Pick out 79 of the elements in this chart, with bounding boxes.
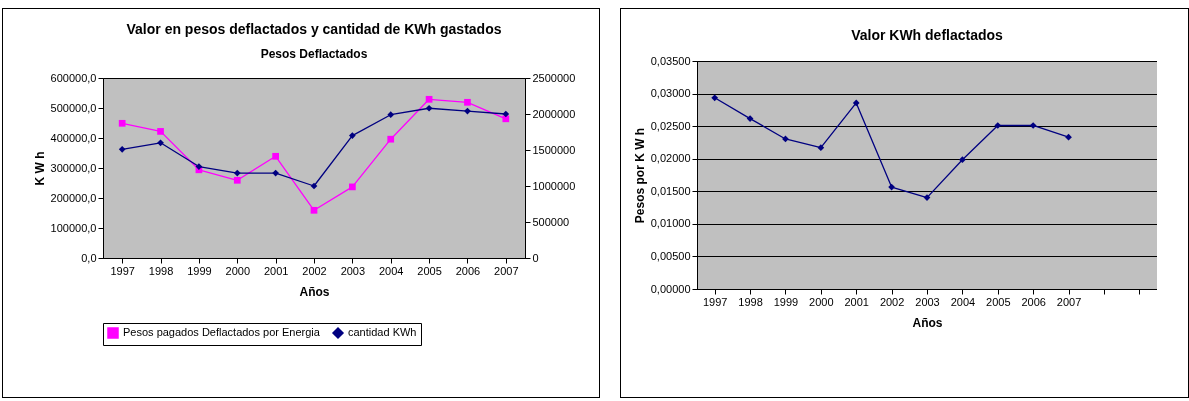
point bbox=[310, 182, 318, 190]
x-tick-label: 2002 bbox=[879, 295, 905, 308]
y2-tick-label: 0 bbox=[532, 251, 539, 264]
point bbox=[349, 183, 356, 191]
x-tick-label: 2002 bbox=[302, 264, 327, 277]
x-tick-label: 2004 bbox=[378, 264, 404, 277]
y2-tick-label: 1500000 bbox=[532, 143, 576, 156]
point bbox=[349, 132, 356, 139]
point bbox=[425, 95, 433, 103]
y-tick-label: 0,02000 bbox=[650, 152, 691, 165]
legend-label: cantidad KWh bbox=[348, 326, 417, 338]
y2-tick-label: 1000000 bbox=[532, 179, 576, 192]
y-tick-label: 0,01500 bbox=[650, 184, 691, 197]
x-tick-label: 1998 bbox=[148, 264, 174, 277]
point bbox=[425, 104, 433, 112]
y-tick-label: 0,02500 bbox=[650, 119, 691, 132]
point bbox=[272, 169, 279, 177]
y-tick-label: 500000,0 bbox=[50, 101, 97, 114]
x-tick-label: 1997 bbox=[110, 264, 135, 277]
point bbox=[310, 206, 318, 214]
x-tick-label: 2006 bbox=[1021, 295, 1046, 308]
y-tick-label: 0,03500 bbox=[650, 54, 691, 67]
point bbox=[746, 115, 754, 122]
y-tick-label: 0,01000 bbox=[650, 217, 691, 230]
legend-label: Pesos pagados Deflactados por Energia bbox=[123, 326, 321, 338]
x-tick-label: 2003 bbox=[915, 295, 940, 308]
y-tick-label: 200000,0 bbox=[50, 191, 97, 204]
x-tick-label: 2004 bbox=[950, 295, 976, 308]
point bbox=[1029, 122, 1037, 129]
x-tick-label: 2006 bbox=[455, 264, 481, 277]
point bbox=[994, 122, 1002, 129]
y-tick-label: 0,0 bbox=[81, 251, 97, 264]
x-tick-label: 2005 bbox=[986, 295, 1011, 308]
x-tick-label: 2000 bbox=[225, 264, 251, 277]
x-tick-label: 1997 bbox=[702, 295, 728, 308]
point bbox=[157, 128, 164, 135]
x-tick-label: 1998 bbox=[738, 295, 763, 308]
x-tick-label: 2003 bbox=[340, 264, 366, 277]
x-tick-label: 1999 bbox=[187, 264, 212, 277]
x-tick-label: 2001 bbox=[263, 264, 289, 277]
x-tick-label: 2007 bbox=[494, 264, 519, 277]
point bbox=[502, 110, 510, 118]
point bbox=[233, 169, 241, 177]
x-tick-label: 2001 bbox=[844, 295, 869, 308]
y-tick-label: 300000,0 bbox=[50, 161, 97, 174]
x-tick-label: 2007 bbox=[1056, 295, 1082, 308]
y2-tick-label: 2000000 bbox=[532, 107, 576, 120]
chart-subtitle: Pesos Deflactados bbox=[260, 47, 368, 61]
chart-title: Valor en pesos deflactados y cantidad de KWh gastados bbox=[126, 21, 502, 37]
x-tick-label: 2005 bbox=[417, 264, 442, 277]
x-axis-title: Años bbox=[912, 315, 943, 330]
point bbox=[387, 135, 395, 143]
x-tick-label: 1999 bbox=[773, 295, 799, 308]
x-tick-label: 2000 bbox=[809, 295, 834, 308]
point bbox=[817, 144, 825, 152]
point bbox=[711, 94, 719, 102]
y2-tick-label: 500000 bbox=[532, 215, 570, 228]
y-tick-label: 0,00500 bbox=[650, 249, 691, 262]
x-axis-title: Años bbox=[299, 284, 330, 299]
point bbox=[1065, 133, 1072, 141]
point bbox=[959, 156, 966, 164]
point bbox=[272, 152, 279, 160]
point bbox=[852, 99, 860, 107]
y-axis-title: K W h bbox=[32, 151, 47, 186]
point bbox=[387, 111, 395, 119]
point bbox=[464, 107, 471, 115]
point bbox=[157, 139, 164, 147]
y-tick-label: 0,03000 bbox=[650, 87, 691, 100]
y-tick-label: 100000,0 bbox=[50, 221, 97, 234]
y-tick-label: 400000,0 bbox=[50, 131, 97, 144]
y2-tick-label: 2500000 bbox=[532, 71, 576, 84]
point bbox=[118, 119, 126, 127]
point bbox=[464, 98, 471, 106]
y-axis-title: Pesos por K W h bbox=[632, 127, 647, 224]
y-tick-label: 600000,0 bbox=[50, 71, 97, 84]
y-tick-label: 0,00000 bbox=[650, 282, 691, 295]
chart-title: Valor KWh deflactados bbox=[851, 27, 1004, 43]
point bbox=[233, 176, 241, 184]
point bbox=[118, 145, 126, 153]
